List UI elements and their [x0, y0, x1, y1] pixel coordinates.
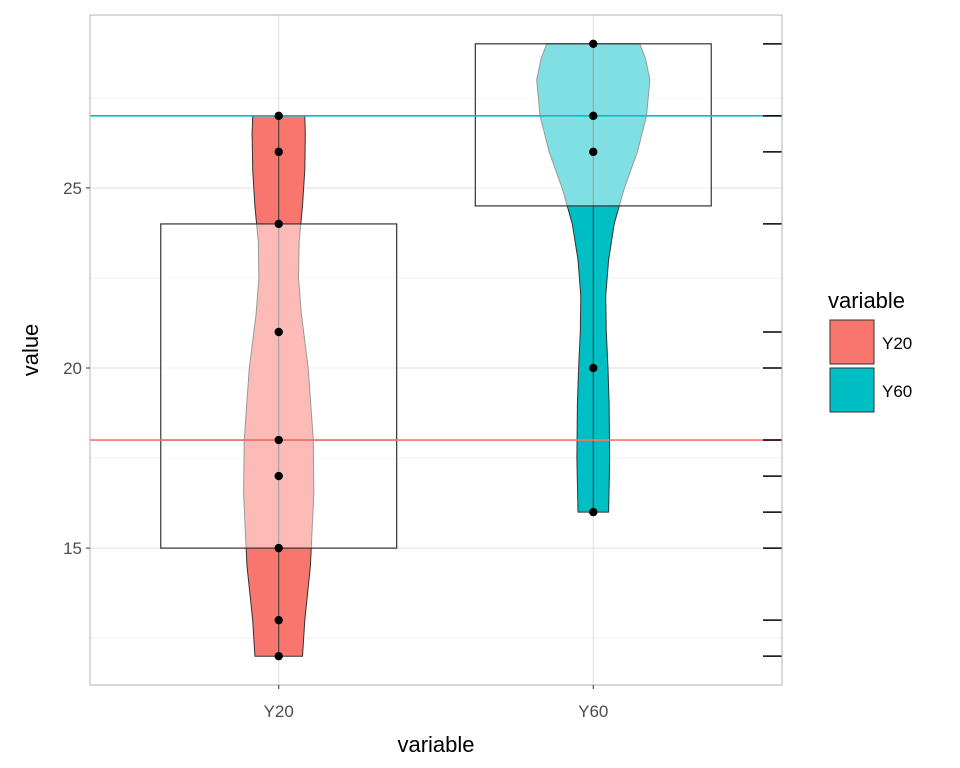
legend-key-y20: [829, 319, 875, 365]
data-point-y20: [274, 651, 283, 661]
data-point-y20: [274, 219, 283, 229]
x-tick-label: Y20: [264, 702, 294, 721]
data-point-y20: [274, 111, 283, 121]
data-point-y20: [274, 471, 283, 481]
legend-label-y60: Y60: [882, 382, 912, 401]
data-point-y20: [274, 615, 283, 625]
data-point-y20: [274, 435, 283, 445]
box-y60: [474, 43, 712, 207]
data-point-y60: [589, 147, 598, 157]
data-point-y60: [589, 111, 598, 121]
legend-title: variable: [828, 288, 905, 313]
data-points: [274, 39, 598, 661]
x-tick-label: Y60: [578, 702, 608, 721]
data-point-y60: [589, 507, 598, 517]
data-point-y60: [589, 39, 598, 49]
x-axis-title: variable: [397, 732, 474, 757]
data-point-y20: [274, 327, 283, 337]
box-layer: [160, 43, 712, 549]
data-point-y20: [274, 147, 283, 157]
box-y20: [160, 223, 398, 549]
mean-lines: [90, 115, 782, 441]
axes: 15 20 25 Y20 Y60: [63, 179, 608, 721]
legend-key-y60: [829, 367, 875, 413]
y-tick-label: 15: [63, 539, 82, 558]
y-tick-label: 20: [63, 359, 82, 378]
legend: variable Y20 Y60: [828, 288, 912, 413]
y-axis-title: value: [18, 324, 43, 377]
legend-label-y20: Y20: [882, 334, 912, 353]
y-tick-label: 25: [63, 179, 82, 198]
plot-panel-border: [89, 14, 783, 686]
data-point-y20: [274, 543, 283, 553]
data-point-y60: [589, 363, 598, 373]
rug-marks: [763, 43, 782, 657]
